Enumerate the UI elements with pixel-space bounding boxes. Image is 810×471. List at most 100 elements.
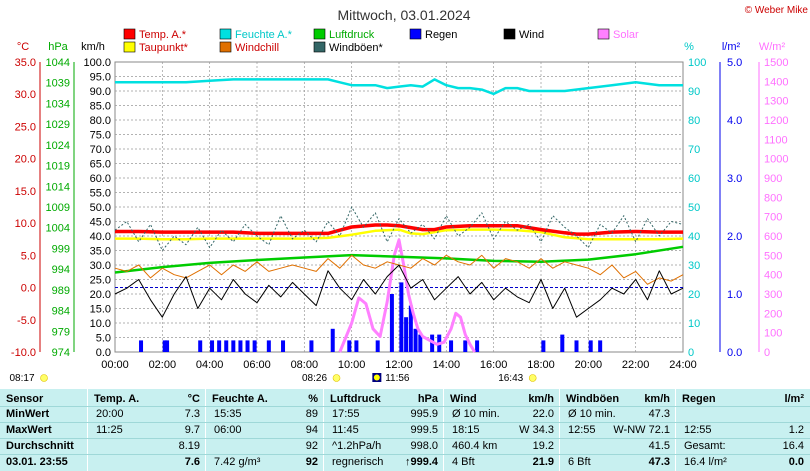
chart-title: Mittwoch, 03.01.2024 xyxy=(337,7,470,23)
legend-swatch xyxy=(219,28,232,40)
stats-cell-label: 460.4 km xyxy=(452,440,498,452)
solar-tick-label: 900 xyxy=(764,173,782,185)
pressure-tick-label: 994 xyxy=(52,264,70,276)
wind-axis-unit: km/h xyxy=(81,41,105,53)
solar-tick-label: 1000 xyxy=(764,154,788,166)
stats-header-label: Regen xyxy=(682,393,716,405)
x-tick-label: 06:00 xyxy=(243,359,271,371)
stats-cell-value: 998.0 xyxy=(410,440,438,452)
copyright-label: © Weber Mike xyxy=(745,5,809,16)
legend-swatch xyxy=(597,28,610,40)
rain-bar xyxy=(375,340,380,352)
rain-bar xyxy=(139,340,144,352)
wind-tick-label: 60.0 xyxy=(90,173,111,185)
column-separator xyxy=(559,389,560,471)
stats-cell-value: 16.4 xyxy=(782,440,804,452)
marker-time: 08:26 xyxy=(302,373,327,384)
stats-cell-label: regnerisch xyxy=(332,456,384,468)
series-wind xyxy=(114,264,684,318)
x-tick-label: 14:00 xyxy=(433,359,461,371)
stats-cell-value: 9.7 xyxy=(184,424,200,436)
stats-cell-value: 92 xyxy=(305,440,318,452)
stats-cell-value: W-NW 72.1 xyxy=(613,424,670,436)
x-tick-label: 18:00 xyxy=(527,359,555,371)
humidity-tick-label: 20 xyxy=(688,289,700,301)
stats-cell-label: 20:00 xyxy=(96,408,124,420)
stats-cell-label: 11:45 xyxy=(332,424,359,436)
pressure-tick-label: 1019 xyxy=(46,161,70,173)
wind-tick-label: 100.0 xyxy=(83,57,111,69)
series-solar xyxy=(338,238,476,353)
stats-row-label: MaxWert xyxy=(6,424,52,436)
series-temp-a xyxy=(115,223,683,236)
x-tick-label: 10:00 xyxy=(338,359,366,371)
legend-swatch xyxy=(503,28,516,40)
rain-bar xyxy=(217,340,222,352)
solar-tick-label: 0 xyxy=(764,347,770,359)
rain-bar xyxy=(413,328,418,352)
pressure-tick-label: 1034 xyxy=(46,98,70,110)
stats-header-label: Wind xyxy=(450,393,477,405)
solar-tick-label: 1500 xyxy=(764,57,788,69)
row-separator xyxy=(0,454,810,455)
stats-header-label: Luftdruck xyxy=(330,393,381,405)
solar-axis-unit: W/m² xyxy=(759,41,786,53)
pressure-tick-label: 984 xyxy=(52,306,70,318)
rain-bar xyxy=(404,317,409,352)
wind-tick-label: 80.0 xyxy=(90,115,111,127)
moon-icon xyxy=(373,374,380,381)
temp-tick-label: 0.0 xyxy=(21,283,36,295)
rain-bar xyxy=(198,340,203,352)
rain-bar xyxy=(389,294,394,352)
wind-tick-label: 15.0 xyxy=(90,304,111,316)
rain-bar xyxy=(418,334,423,352)
x-tick-label: 24:00 xyxy=(669,359,697,371)
rain-bar xyxy=(408,305,413,352)
solar-tick-label: 300 xyxy=(764,289,782,301)
temp-tick-label: -5.0 xyxy=(17,315,36,327)
solar-tick-label: 700 xyxy=(764,212,782,224)
series-luftdruck xyxy=(114,245,684,274)
rain-bar xyxy=(541,340,546,352)
rain-bar xyxy=(588,340,593,352)
rain-bars xyxy=(139,282,603,352)
rain-bar xyxy=(238,340,243,352)
stats-header-unit: % xyxy=(308,393,318,405)
legend-label: Feuchte A.* xyxy=(235,29,293,41)
stats-cell-value: W 34.3 xyxy=(519,424,554,436)
stats-header-unit: km/h xyxy=(528,393,554,405)
stats-cell-value: 92 xyxy=(305,456,318,468)
legend-label: Taupunkt* xyxy=(139,42,189,54)
sunset-icon xyxy=(528,374,537,382)
legend-label: Windchill xyxy=(235,42,279,54)
stats-cell-value: 94 xyxy=(305,424,318,436)
wind-tick-label: 35.0 xyxy=(90,246,111,258)
wind-tick-label: 5.0 xyxy=(96,333,111,345)
humidity-tick-label: 10 xyxy=(688,318,700,330)
rain-bar xyxy=(574,340,579,352)
humidity-tick-label: 90 xyxy=(688,86,700,98)
legend-label: Solar xyxy=(613,29,639,41)
solar-tick-label: 1100 xyxy=(764,134,788,146)
marker-time: 11:56 xyxy=(385,373,410,384)
stats-cell-label: 7.42 g/m³ xyxy=(214,456,261,468)
pressure-tick-label: 989 xyxy=(52,285,70,297)
wind-tick-label: 40.0 xyxy=(90,231,111,243)
stats-cell-label: ^1.2hPa/h xyxy=(332,440,382,452)
column-separator xyxy=(205,389,206,471)
humidity-tick-label: 0 xyxy=(688,347,694,359)
legend-swatch xyxy=(123,28,136,40)
rain-bar xyxy=(162,340,167,352)
stats-cell-label: 12:55 xyxy=(568,424,596,436)
series-taupunkt xyxy=(115,228,684,241)
rain-bar xyxy=(449,340,454,352)
pressure-tick-label: 999 xyxy=(52,243,70,255)
stats-cell-value: 995.9 xyxy=(410,408,438,420)
time-markers: 08:17 08:26 11:56 16:43 xyxy=(9,373,537,384)
stats-cell-value: 7.3 xyxy=(184,408,200,420)
rain-bar xyxy=(463,340,468,352)
stats-cell-value: 8.19 xyxy=(178,440,200,452)
humidity-tick-label: 70 xyxy=(688,144,700,156)
stats-cell-value: 22.0 xyxy=(532,408,554,420)
column-separator xyxy=(675,389,676,471)
